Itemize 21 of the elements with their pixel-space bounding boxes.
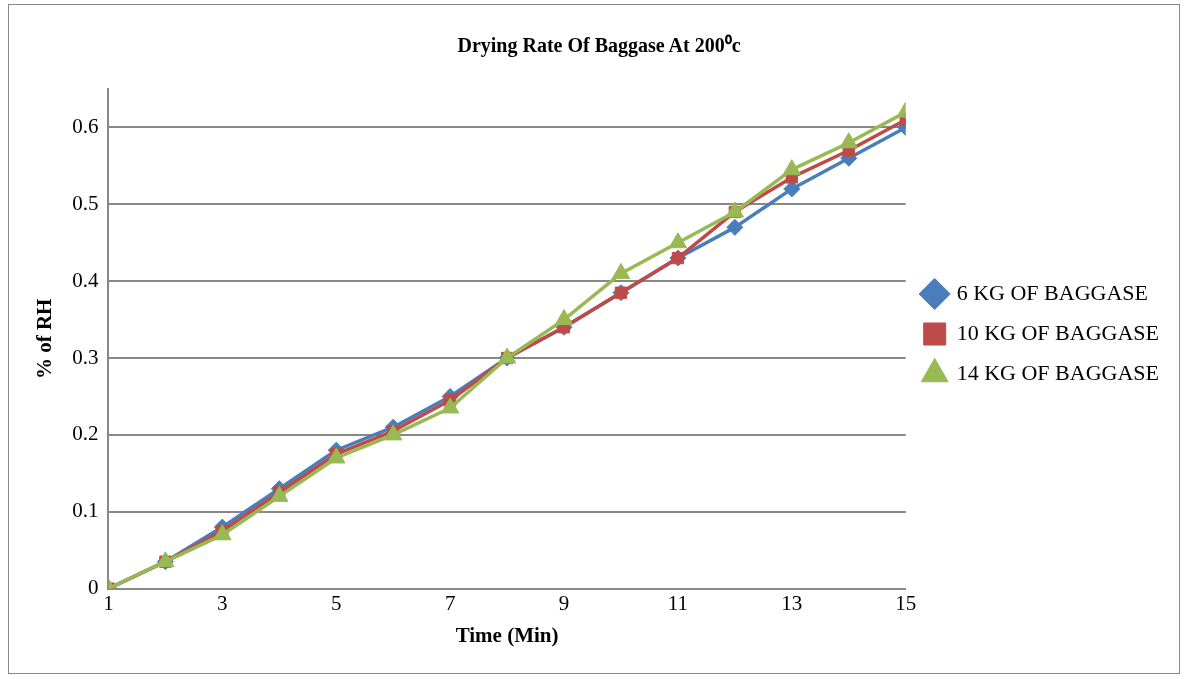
x-tick-label: 7 [444, 590, 456, 615]
y-axis-title: % of RH [32, 298, 57, 380]
chart-title: Drying Rate Of Baggase At 200⁰c [457, 34, 741, 58]
legend-label: 10 KG OF BAGGASE [956, 319, 1159, 345]
x-tick-label: 13 [781, 590, 803, 615]
legend-label: 6 KG OF BAGGASE [956, 279, 1148, 305]
y-tick-label: 0.6 [72, 113, 99, 138]
x-tick-label: 9 [558, 590, 570, 615]
x-tick-label: 15 [895, 590, 917, 615]
y-tick-label: 0 [87, 575, 99, 600]
legend-label: 14 KG OF BAGGASE [956, 359, 1159, 385]
y-tick-label: 0.2 [72, 421, 99, 446]
x-tick-label: 11 [667, 590, 689, 615]
x-tick-label: 1 [103, 590, 114, 615]
y-tick-label: 0.1 [72, 498, 99, 523]
y-tick-label: 0.3 [72, 344, 99, 369]
x-tick-label: 3 [217, 590, 228, 615]
y-tick-label: 0.5 [72, 190, 99, 215]
y-tick-label: 0.4 [72, 267, 99, 292]
x-tick-label: 5 [330, 590, 342, 615]
x-axis-title: Time (Min) [455, 622, 559, 647]
